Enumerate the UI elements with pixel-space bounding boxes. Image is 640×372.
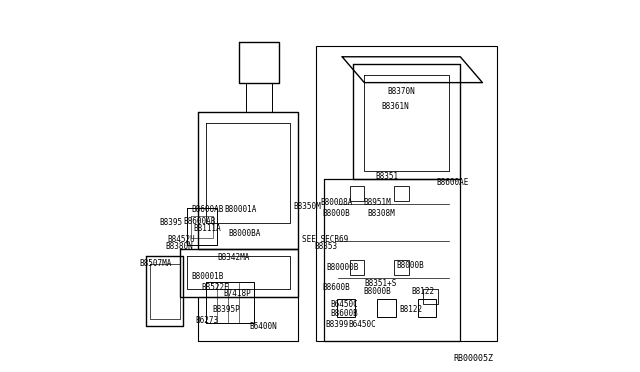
Text: B8600AB: B8600AB <box>191 205 223 215</box>
Text: B8122: B8122 <box>399 305 422 314</box>
Text: B8395P: B8395P <box>212 305 240 314</box>
Text: B80001B: B80001B <box>191 272 223 281</box>
Text: B8351+S: B8351+S <box>365 279 397 288</box>
Text: B8361N: B8361N <box>382 102 410 111</box>
Bar <box>394 260 408 275</box>
Text: B8600B: B8600B <box>323 283 351 292</box>
Text: B8600AE: B8600AE <box>436 178 469 187</box>
Text: B8000B: B8000B <box>364 287 391 296</box>
Text: B8951M: B8951M <box>364 198 391 207</box>
Text: B8452U: B8452U <box>168 235 195 244</box>
Text: B8507MA: B8507MA <box>140 259 172 268</box>
Text: B8600B: B8600B <box>330 309 358 318</box>
Text: B8380N: B8380N <box>166 243 193 251</box>
Text: B6400N: B6400N <box>249 322 276 331</box>
Text: B8350M: B8350M <box>293 202 321 211</box>
Text: B80001A: B80001A <box>225 205 257 215</box>
Text: B8600AB: B8600AB <box>184 217 216 225</box>
Text: B8000B: B8000B <box>323 209 351 218</box>
Text: B8111A: B8111A <box>193 224 221 233</box>
Text: B8000BA: B8000BA <box>228 230 260 238</box>
Text: B8353: B8353 <box>314 243 337 251</box>
Bar <box>337 299 355 317</box>
Text: B8122: B8122 <box>412 287 435 296</box>
Text: B6273: B6273 <box>196 316 219 325</box>
Bar <box>349 260 364 275</box>
Text: B8522E: B8522E <box>201 283 228 292</box>
Text: B7418P: B7418P <box>223 289 251 298</box>
Bar <box>349 186 364 201</box>
Text: RB00005Z: RB00005Z <box>454 354 493 363</box>
Text: B80008A: B80008A <box>321 198 353 207</box>
Bar <box>418 299 436 317</box>
Text: B8351: B8351 <box>375 172 398 181</box>
Text: B8370N: B8370N <box>387 87 415 96</box>
Text: B6450C: B6450C <box>330 300 358 309</box>
Text: B8000B: B8000B <box>397 261 424 270</box>
Text: B6450C: B6450C <box>349 320 376 329</box>
Text: B8308M: B8308M <box>367 209 395 218</box>
Bar <box>394 186 408 201</box>
Text: B8399: B8399 <box>325 320 348 329</box>
Bar <box>424 289 438 304</box>
Bar <box>377 299 396 317</box>
Text: B80000B: B80000B <box>326 263 358 272</box>
Text: B8395: B8395 <box>159 218 182 227</box>
Text: B8342MA: B8342MA <box>217 253 250 263</box>
Text: SEE SECB69: SEE SECB69 <box>303 235 349 244</box>
